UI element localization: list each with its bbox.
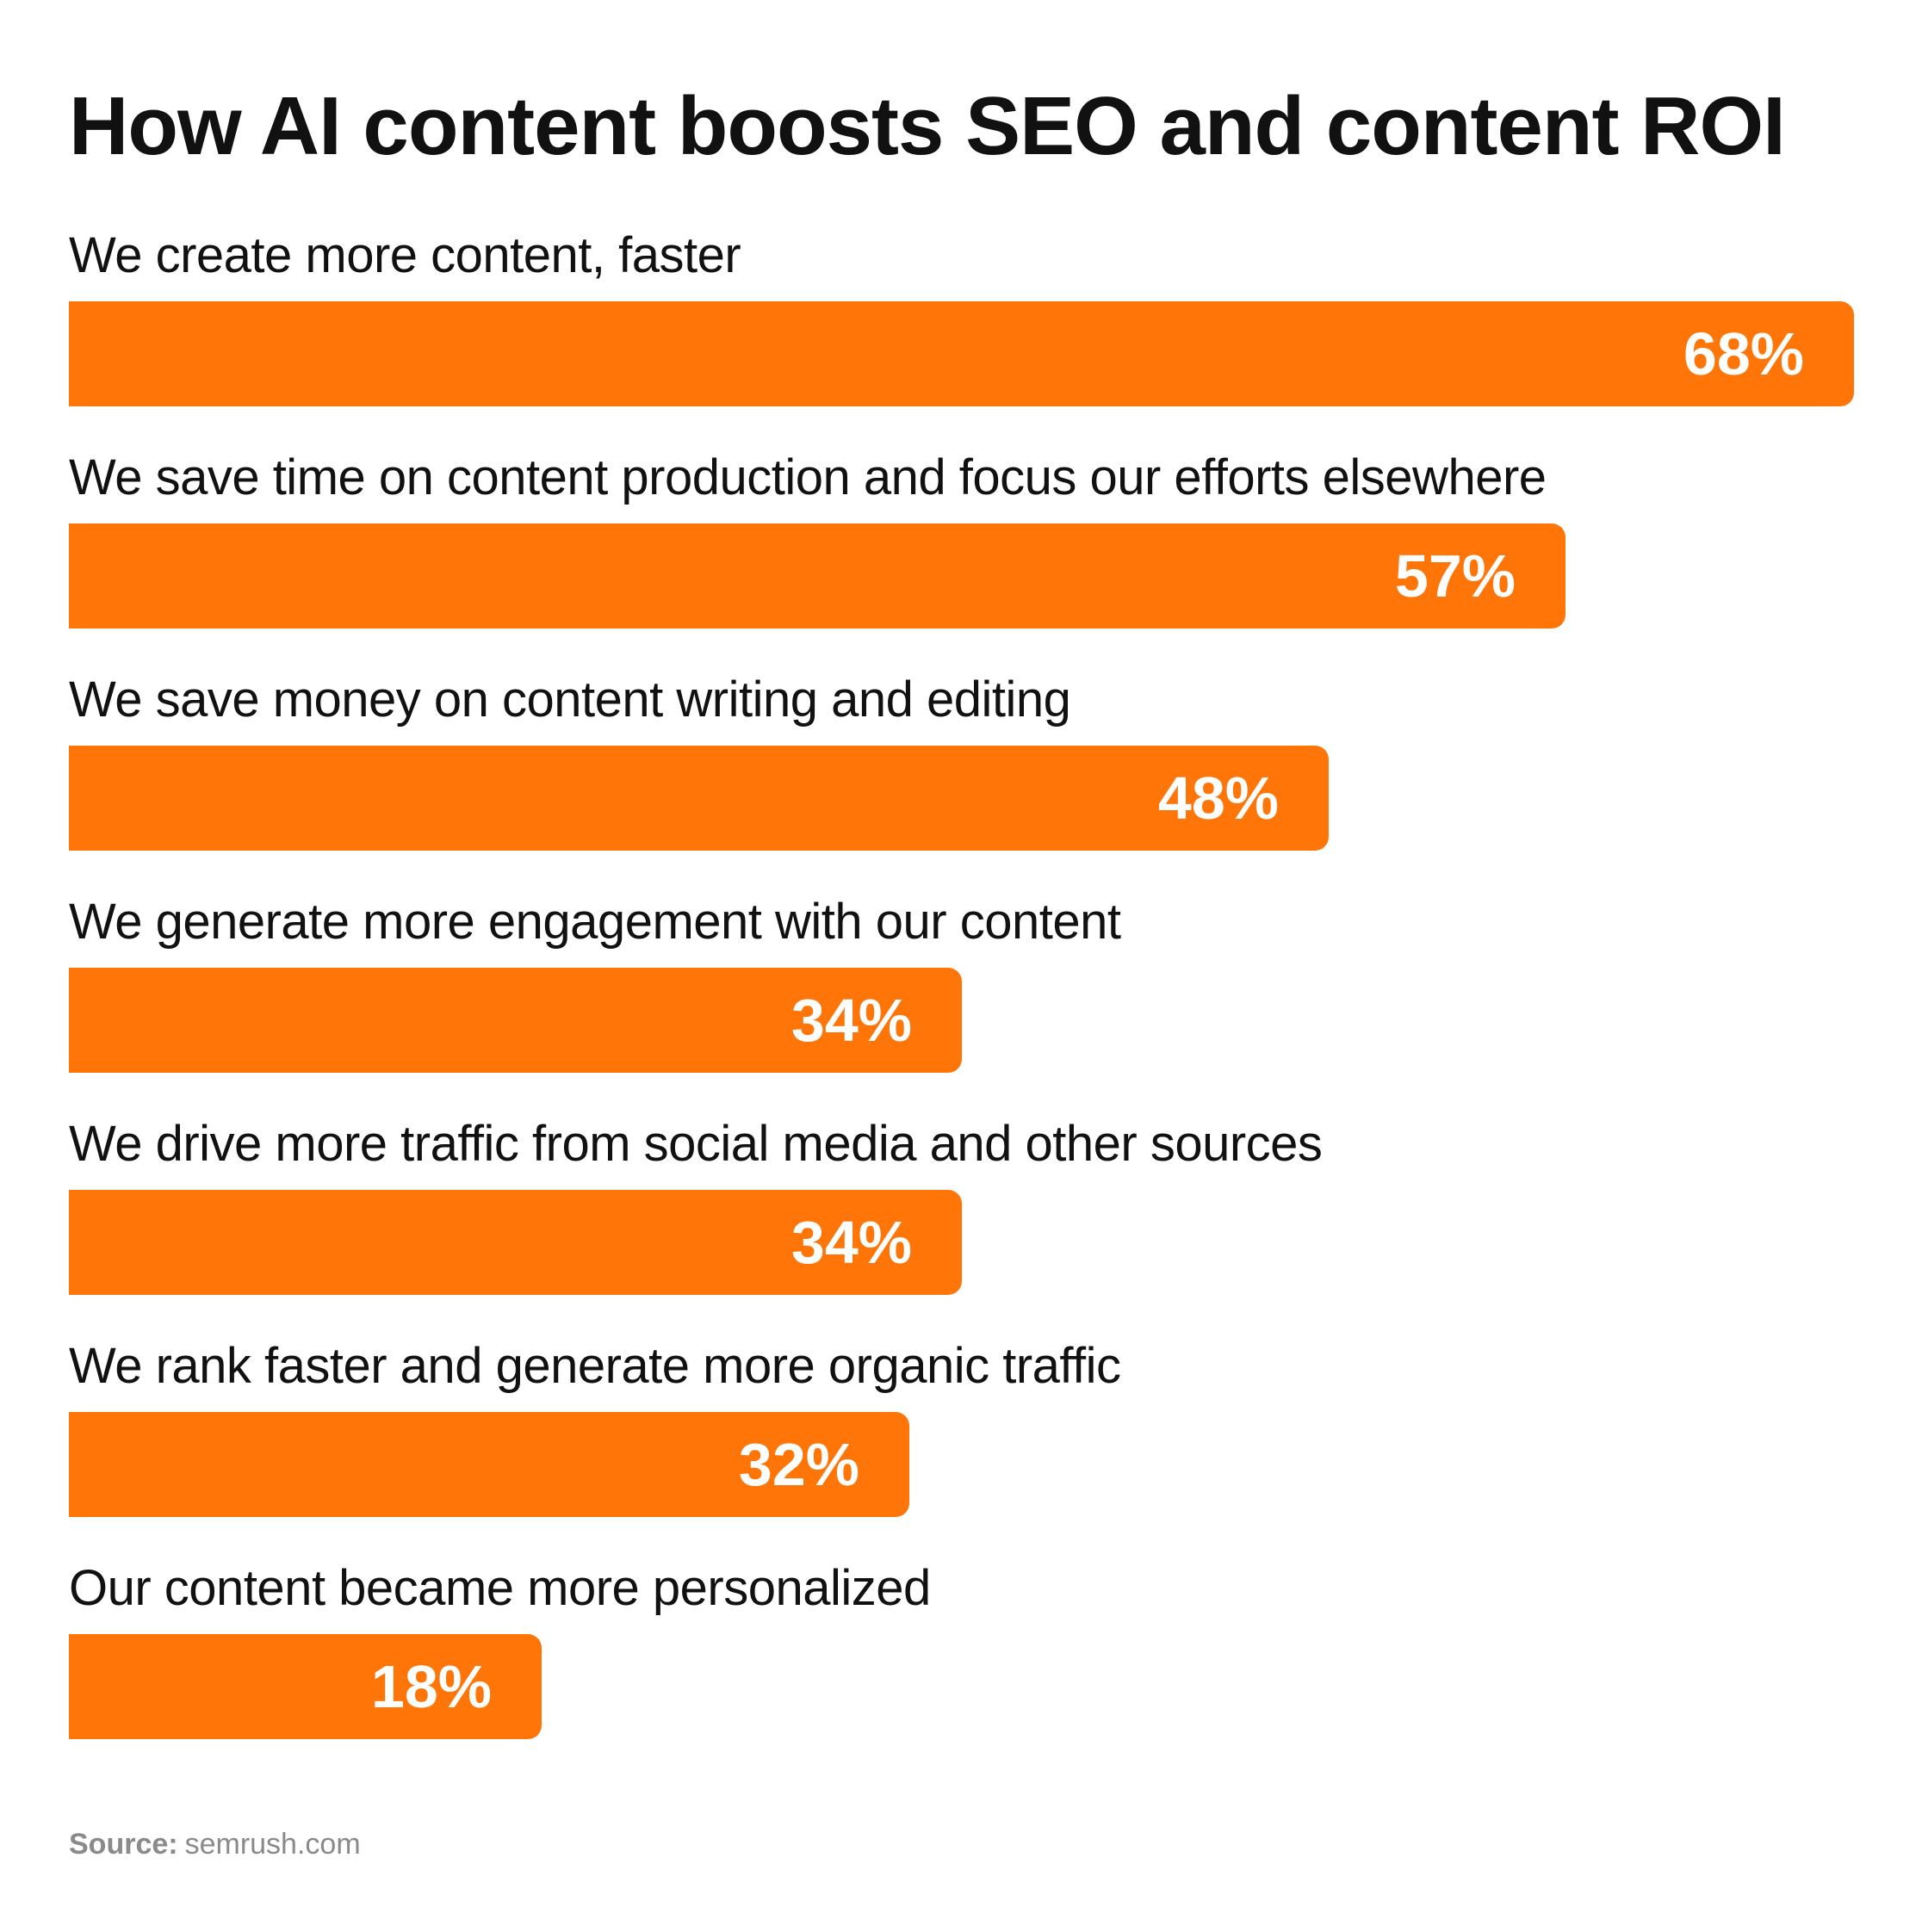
source-label: Source: xyxy=(69,1828,178,1861)
bar: 34% xyxy=(69,1190,962,1295)
bar-value-label: 34% xyxy=(790,1209,912,1276)
bar-row: We create more content, faster 68% xyxy=(69,226,1860,432)
bar-value-label: 68% xyxy=(1683,320,1804,387)
bar-row: We rank faster and generate more organic… xyxy=(69,1336,1860,1543)
bar-row: We generate more engagement with our con… xyxy=(69,892,1860,1099)
bar-row: Our content became more personalized 18% xyxy=(69,1558,1860,1765)
bar-category-label: We drive more traffic from social media … xyxy=(69,1116,1323,1172)
bar-category-label: We generate more engagement with our con… xyxy=(69,894,1121,950)
bar-row: We save time on content production and f… xyxy=(69,448,1860,654)
bar-row: We drive more traffic from social media … xyxy=(69,1114,1860,1321)
bar-value-label: 34% xyxy=(790,987,912,1054)
bar-category-label: We rank faster and generate more organic… xyxy=(69,1338,1121,1394)
chart-title: How AI content boosts SEO and content RO… xyxy=(69,80,1786,172)
bar-value-label: 32% xyxy=(738,1431,859,1498)
bar-value-label: 18% xyxy=(370,1653,492,1720)
bar-category-label: We save money on content writing and edi… xyxy=(69,672,1071,728)
bar-category-label: We save time on content production and f… xyxy=(69,449,1547,505)
bar-value-label: 48% xyxy=(1157,765,1279,832)
bar: 68% xyxy=(69,301,1854,406)
bar-row: We save money on content writing and edi… xyxy=(69,670,1860,876)
bar: 18% xyxy=(69,1634,542,1739)
bar: 32% xyxy=(69,1412,909,1517)
bar-value-label: 57% xyxy=(1394,542,1516,610)
bar: 57% xyxy=(69,523,1566,629)
bar-category-label: We create more content, faster xyxy=(69,227,741,283)
source-note: Source: semrush.com xyxy=(69,1826,361,1862)
bar: 48% xyxy=(69,746,1329,851)
source-value: semrush.com xyxy=(184,1828,361,1861)
bar: 34% xyxy=(69,968,962,1073)
bar-category-label: Our content became more personalized xyxy=(69,1560,931,1616)
